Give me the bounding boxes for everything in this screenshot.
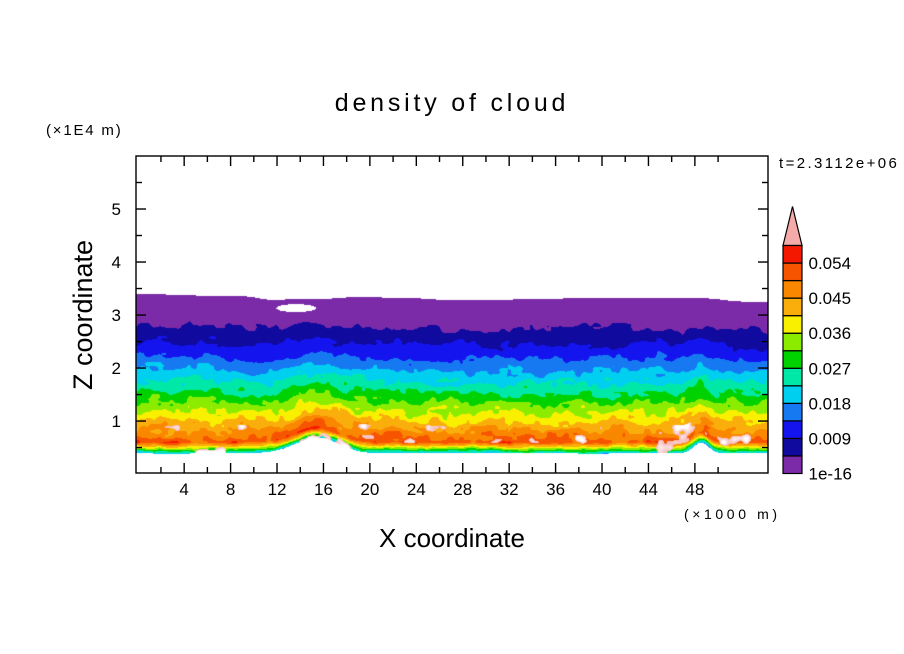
svg-text:20: 20 <box>360 480 379 499</box>
svg-text:2: 2 <box>112 359 121 378</box>
svg-text:36: 36 <box>546 480 565 499</box>
svg-text:40: 40 <box>593 480 612 499</box>
svg-text:0.036: 0.036 <box>809 324 852 343</box>
svg-text:Z coordinate: Z coordinate <box>68 240 98 390</box>
svg-text:0.009: 0.009 <box>809 429 852 448</box>
svg-text:0.027: 0.027 <box>809 359 852 378</box>
svg-text:1: 1 <box>112 412 121 431</box>
svg-text:t=2.3112e+06: t=2.3112e+06 <box>779 155 899 172</box>
svg-text:0.018: 0.018 <box>809 394 852 413</box>
svg-text:48: 48 <box>685 480 704 499</box>
svg-text:1e-16: 1e-16 <box>809 465 852 484</box>
svg-text:5: 5 <box>112 200 121 219</box>
svg-text:24: 24 <box>407 480 426 499</box>
svg-text:4: 4 <box>112 253 121 272</box>
svg-text:X coordinate: X coordinate <box>379 523 525 553</box>
svg-text:12: 12 <box>268 480 287 499</box>
svg-text:(×1000 m): (×1000 m) <box>684 506 781 522</box>
svg-text:16: 16 <box>314 480 333 499</box>
svg-text:32: 32 <box>500 480 519 499</box>
svg-text:(×1E4 m): (×1E4 m) <box>46 122 123 139</box>
svg-text:0.054: 0.054 <box>809 254 852 273</box>
svg-text:44: 44 <box>639 480 658 499</box>
svg-text:3: 3 <box>112 306 121 325</box>
svg-text:0.045: 0.045 <box>809 289 852 308</box>
svg-text:4: 4 <box>179 480 188 499</box>
svg-text:28: 28 <box>453 480 472 499</box>
svg-text:8: 8 <box>226 480 235 499</box>
svg-text:density of cloud: density of cloud <box>335 89 570 117</box>
